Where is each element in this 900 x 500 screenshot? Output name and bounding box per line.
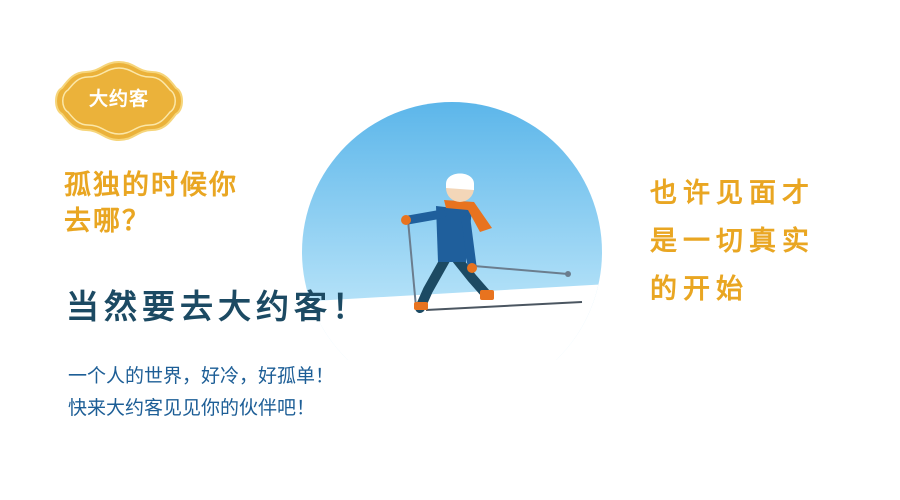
badge-shape (55, 60, 183, 142)
tagline: 也许见面才 是一切真实 的开始 (650, 170, 870, 314)
body-text: 一个人的世界，好冷，好孤单！ 快来大约客见见你的伙伴吧！ (68, 360, 334, 424)
body-line-1: 一个人的世界，好冷，好孤单！ (68, 365, 335, 387)
skier-scene (302, 102, 602, 360)
brand-badge: 大约客 (52, 58, 186, 144)
question-line-2: 去哪？ (64, 206, 151, 237)
badge-label: 大约客 (88, 88, 149, 110)
question-text: 孤独的时候你 去哪？ (64, 168, 304, 240)
body-line-2: 快来大约客见见你的伙伴吧！ (68, 397, 316, 419)
tagline-line-2: 是一切真实 (650, 226, 815, 257)
headline: 当然要去大约客！ (66, 287, 370, 326)
tagline-line-3: 的开始 (650, 274, 749, 305)
skier-illustration (296, 102, 608, 360)
tagline-line-1: 也许见面才 (650, 178, 815, 209)
question-line-1: 孤独的时候你 (64, 170, 238, 201)
